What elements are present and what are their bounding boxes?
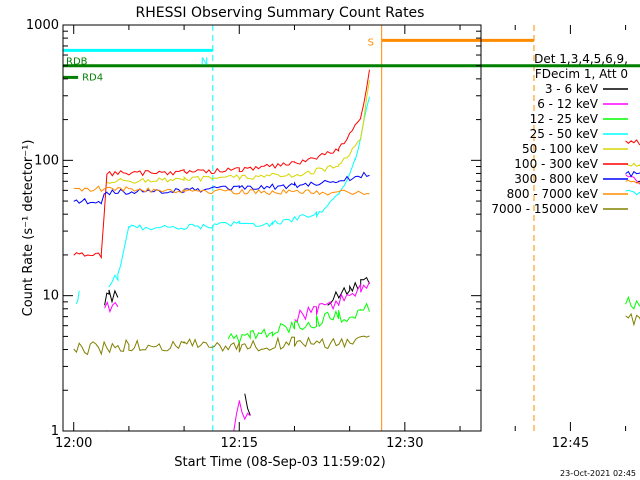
annotation-label-n: N <box>201 56 208 67</box>
x-tick-label: 12:15 <box>221 436 258 451</box>
series-line-25-50-kev <box>75 290 80 305</box>
series-line-800-7000-kev <box>73 185 370 196</box>
series-line-6-12-kev <box>294 281 370 323</box>
series-line-7000-15000-kev <box>73 335 370 356</box>
legend: Det 1,3,4,5,6,9, FDecim 1, Att 0 3 - 6 k… <box>491 52 628 216</box>
series-line-50-100-kev <box>106 80 370 184</box>
legend-entry-label: 7000 - 15000 keV <box>491 202 598 216</box>
y-tick-label: 100 <box>34 153 59 168</box>
legend-entry-label: 12 - 25 keV <box>530 112 599 126</box>
series-line-25-50-kev <box>108 96 370 288</box>
plot-frame <box>62 24 482 432</box>
y-tick-label: 10 <box>42 289 59 304</box>
vertical-marker-layer <box>212 25 535 431</box>
x-tick-label: 12:00 <box>55 436 92 451</box>
x-tick-label: 12:45 <box>552 436 589 451</box>
y-tick-label: 1000 <box>26 18 59 33</box>
annotation-label-rdb: RDB <box>66 57 88 68</box>
series-line-300-800-kev <box>73 171 370 205</box>
annotation-label-s: S <box>368 37 374 48</box>
legend-entry-label: 25 - 50 keV <box>530 127 599 141</box>
axes-layer <box>62 24 482 432</box>
annotation-label-rd4: RD4 <box>82 72 103 83</box>
legend-header-line-1: Det 1,3,4,5,6,9, <box>534 52 628 66</box>
legend-entry-label: 800 - 7000 keV <box>507 187 599 201</box>
legend-entry-label: 6 - 12 keV <box>537 97 599 111</box>
series-line-3-6-kev <box>104 289 119 306</box>
x-axis-label: Start Time (08-Sep-03 11:59:02) <box>174 455 385 470</box>
chart-title: RHESSI Observing Summary Count Rates <box>136 5 425 21</box>
y-axis-label: Count Rate (s⁻¹ detector⁻¹) <box>21 140 36 317</box>
legend-entry-label: 50 - 100 keV <box>522 142 599 156</box>
y-tick-label: 1 <box>51 424 59 439</box>
series-line-6-12-kev <box>104 300 119 314</box>
legend-header-line-2: FDecim 1, Att 0 <box>535 67 628 81</box>
series-line-100-300-kev <box>73 69 370 260</box>
series-line-3-6-kev <box>327 276 370 306</box>
legend-entry-label: 3 - 6 keV <box>545 82 599 96</box>
x-tick-label: 12:30 <box>386 436 423 451</box>
legend-entry-label: 300 - 800 keV <box>514 172 598 186</box>
series-layer <box>73 69 640 432</box>
legend-entry-label: 100 - 300 keV <box>514 157 598 171</box>
series-line-12-25-kev <box>227 302 370 345</box>
series-line-6-12-kev <box>233 400 251 432</box>
footer-timestamp: 23-Oct-2021 02:45 <box>560 469 636 478</box>
series-line-3-6-kev <box>244 393 251 416</box>
y-tick-layer: 1 10 100 1000 <box>26 18 481 439</box>
annotation-layer: RDBRD4NNSF <box>63 37 640 83</box>
